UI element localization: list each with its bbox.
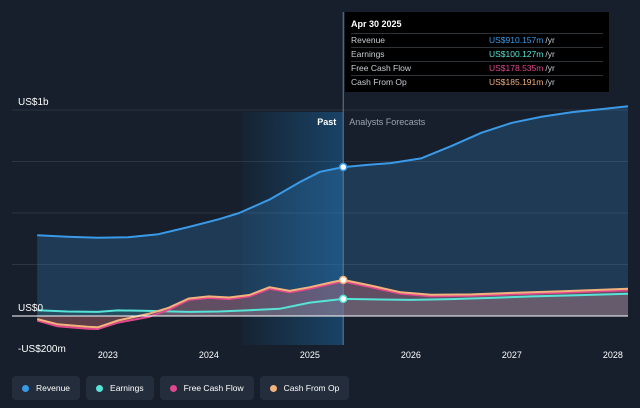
- tooltip-unit: /yr: [545, 63, 555, 73]
- past-label: Past: [317, 117, 336, 127]
- earnings-area: [37, 293, 628, 316]
- earnings-line: [37, 292, 629, 313]
- revenue-area: [37, 106, 628, 316]
- legend-label: Free Cash Flow: [183, 383, 244, 393]
- tooltip-label: Revenue: [351, 35, 386, 45]
- tooltip: Apr 30 2025 Revenue US$910.157m /yr Earn…: [345, 12, 609, 92]
- cash-from-op-line: [36, 278, 629, 329]
- tooltip-value: US$100.127m: [489, 49, 544, 59]
- legend-item-revenue[interactable]: Revenue: [12, 376, 81, 400]
- tooltip-unit: /yr: [545, 35, 555, 45]
- x-tick-label: 2024: [199, 350, 219, 360]
- cash-from-op-marker: [338, 275, 348, 285]
- legend-label: Earnings: [110, 383, 144, 393]
- free-cash-flow-area: [37, 281, 628, 329]
- tooltip-label: Earnings: [351, 49, 385, 59]
- tooltip-row-earnings: Earnings US$100.127m /yr: [351, 47, 603, 61]
- legend-dot-icon: [169, 384, 177, 392]
- y-tick-label: -US$200m: [18, 344, 66, 355]
- x-tick-label: 2027: [502, 350, 522, 360]
- legend-item-earnings[interactable]: Earnings: [86, 376, 154, 400]
- x-tick-label: 2023: [98, 350, 118, 360]
- legend-item-cash-from-op[interactable]: Cash From Op: [259, 376, 350, 400]
- cash-from-op-area: [37, 279, 628, 328]
- y-tick-label: US$0: [18, 303, 43, 314]
- tooltip-unit: /yr: [545, 49, 555, 59]
- tooltip-row-cash-from-op: Cash From Op US$185.191m /yr: [351, 75, 603, 89]
- tooltip-row-free-cash-flow: Free Cash Flow US$178.535m /yr: [351, 61, 603, 75]
- legend-label: Cash From Op: [283, 383, 340, 393]
- earnings-marker: [338, 294, 348, 304]
- x-tick-label: 2026: [401, 350, 421, 360]
- x-tick-label: 2025: [300, 350, 320, 360]
- legend: Revenue Earnings Free Cash Flow Cash Fro…: [12, 376, 350, 400]
- tooltip-label: Free Cash Flow: [351, 63, 411, 73]
- tooltip-value: US$178.535m: [489, 63, 544, 73]
- x-tick-label: 2028: [603, 350, 623, 360]
- tooltip-markers: [338, 162, 348, 304]
- legend-dot-icon: [96, 384, 104, 392]
- tooltip-label: Cash From Op: [351, 77, 407, 87]
- area-fills: [37, 106, 628, 329]
- legend-dot-icon: [269, 384, 277, 392]
- revenue-line: [37, 105, 629, 239]
- tooltip-date: Apr 30 2025: [351, 19, 402, 29]
- tooltip-value: US$185.191m: [489, 77, 544, 87]
- revenue-marker: [338, 162, 348, 172]
- tooltip-row-revenue: Revenue US$910.157m /yr: [351, 33, 603, 47]
- forecast-label: Analysts Forecasts: [349, 117, 426, 127]
- tooltip-value: US$910.157m: [489, 35, 544, 45]
- free-cash-flow-line: [36, 280, 629, 330]
- legend-label: Revenue: [36, 383, 71, 393]
- x-axis-labels: 2023 2024 2025 2026 2027 2028: [98, 350, 623, 360]
- tooltip-unit: /yr: [545, 77, 555, 87]
- legend-item-free-cash-flow[interactable]: Free Cash Flow: [159, 376, 254, 400]
- y-tick-label: US$1b: [18, 97, 49, 108]
- legend-dot-icon: [22, 384, 29, 392]
- y-axis-labels: US$1b US$0 -US$200m: [18, 97, 66, 355]
- series-lines: [36, 105, 629, 330]
